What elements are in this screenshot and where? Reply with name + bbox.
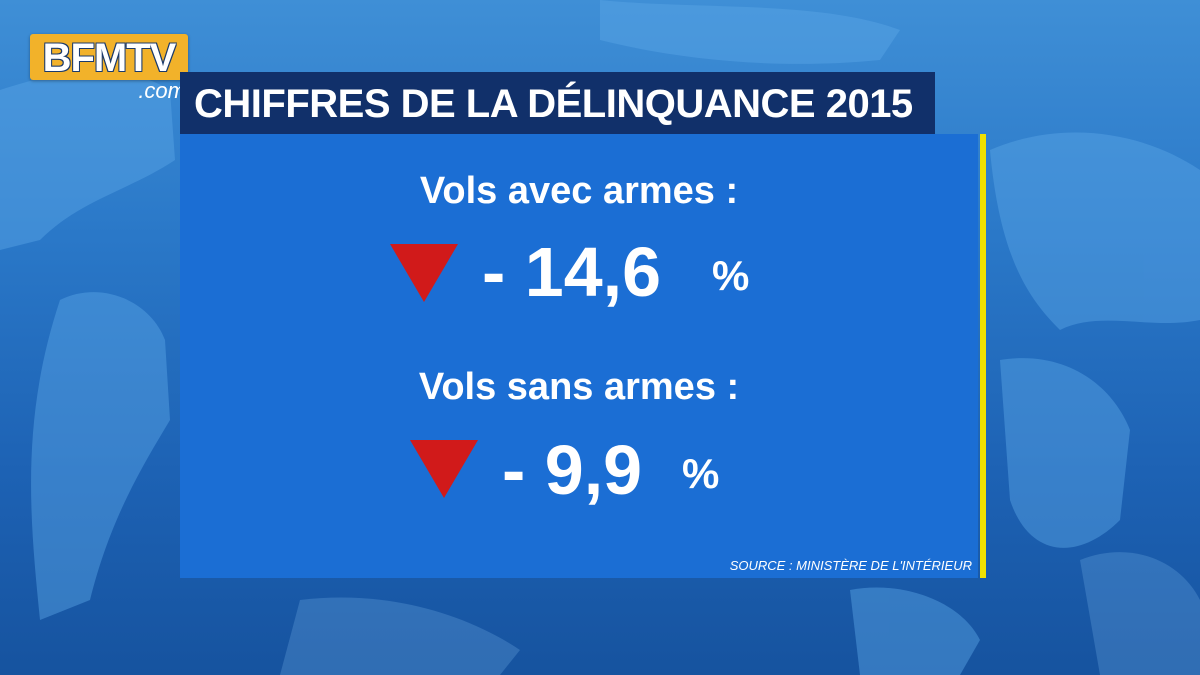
stat-row-armed-robbery: - 14,6 % bbox=[180, 233, 978, 318]
logo-subtext: .com bbox=[138, 78, 186, 103]
stat-label-unarmed-robbery: Vols sans armes : bbox=[418, 366, 740, 408]
down-triangle-icon bbox=[390, 244, 458, 302]
stat-unit: % bbox=[712, 252, 750, 299]
stat-value-unarmed-robbery: - 9,9 bbox=[502, 431, 643, 509]
source-caption: SOURCE : MINISTÈRE DE L'INTÉRIEUR bbox=[729, 558, 972, 573]
stat-label-armed-robbery: Vols avec armes : bbox=[419, 170, 739, 212]
down-triangle-icon bbox=[410, 440, 478, 498]
accent-divider bbox=[980, 134, 986, 578]
stat-unit: % bbox=[682, 450, 720, 497]
stat-value-armed-robbery: - 14,6 bbox=[482, 233, 661, 311]
logo-text: BFMTV bbox=[42, 36, 177, 80]
logo-badge: BFMTV bbox=[30, 34, 188, 80]
stat-row-unarmed-robbery: - 9,9 % bbox=[180, 431, 978, 516]
page-title: CHIFFRES DE LA DÉLINQUANCE 2015 bbox=[194, 82, 913, 126]
stats-panel: Vols avec armes : - 14,6 % Vols sans arm… bbox=[180, 134, 978, 578]
bfmtv-logo: BFMTV .com bbox=[30, 34, 190, 103]
title-bar: CHIFFRES DE LA DÉLINQUANCE 2015 bbox=[180, 72, 935, 134]
